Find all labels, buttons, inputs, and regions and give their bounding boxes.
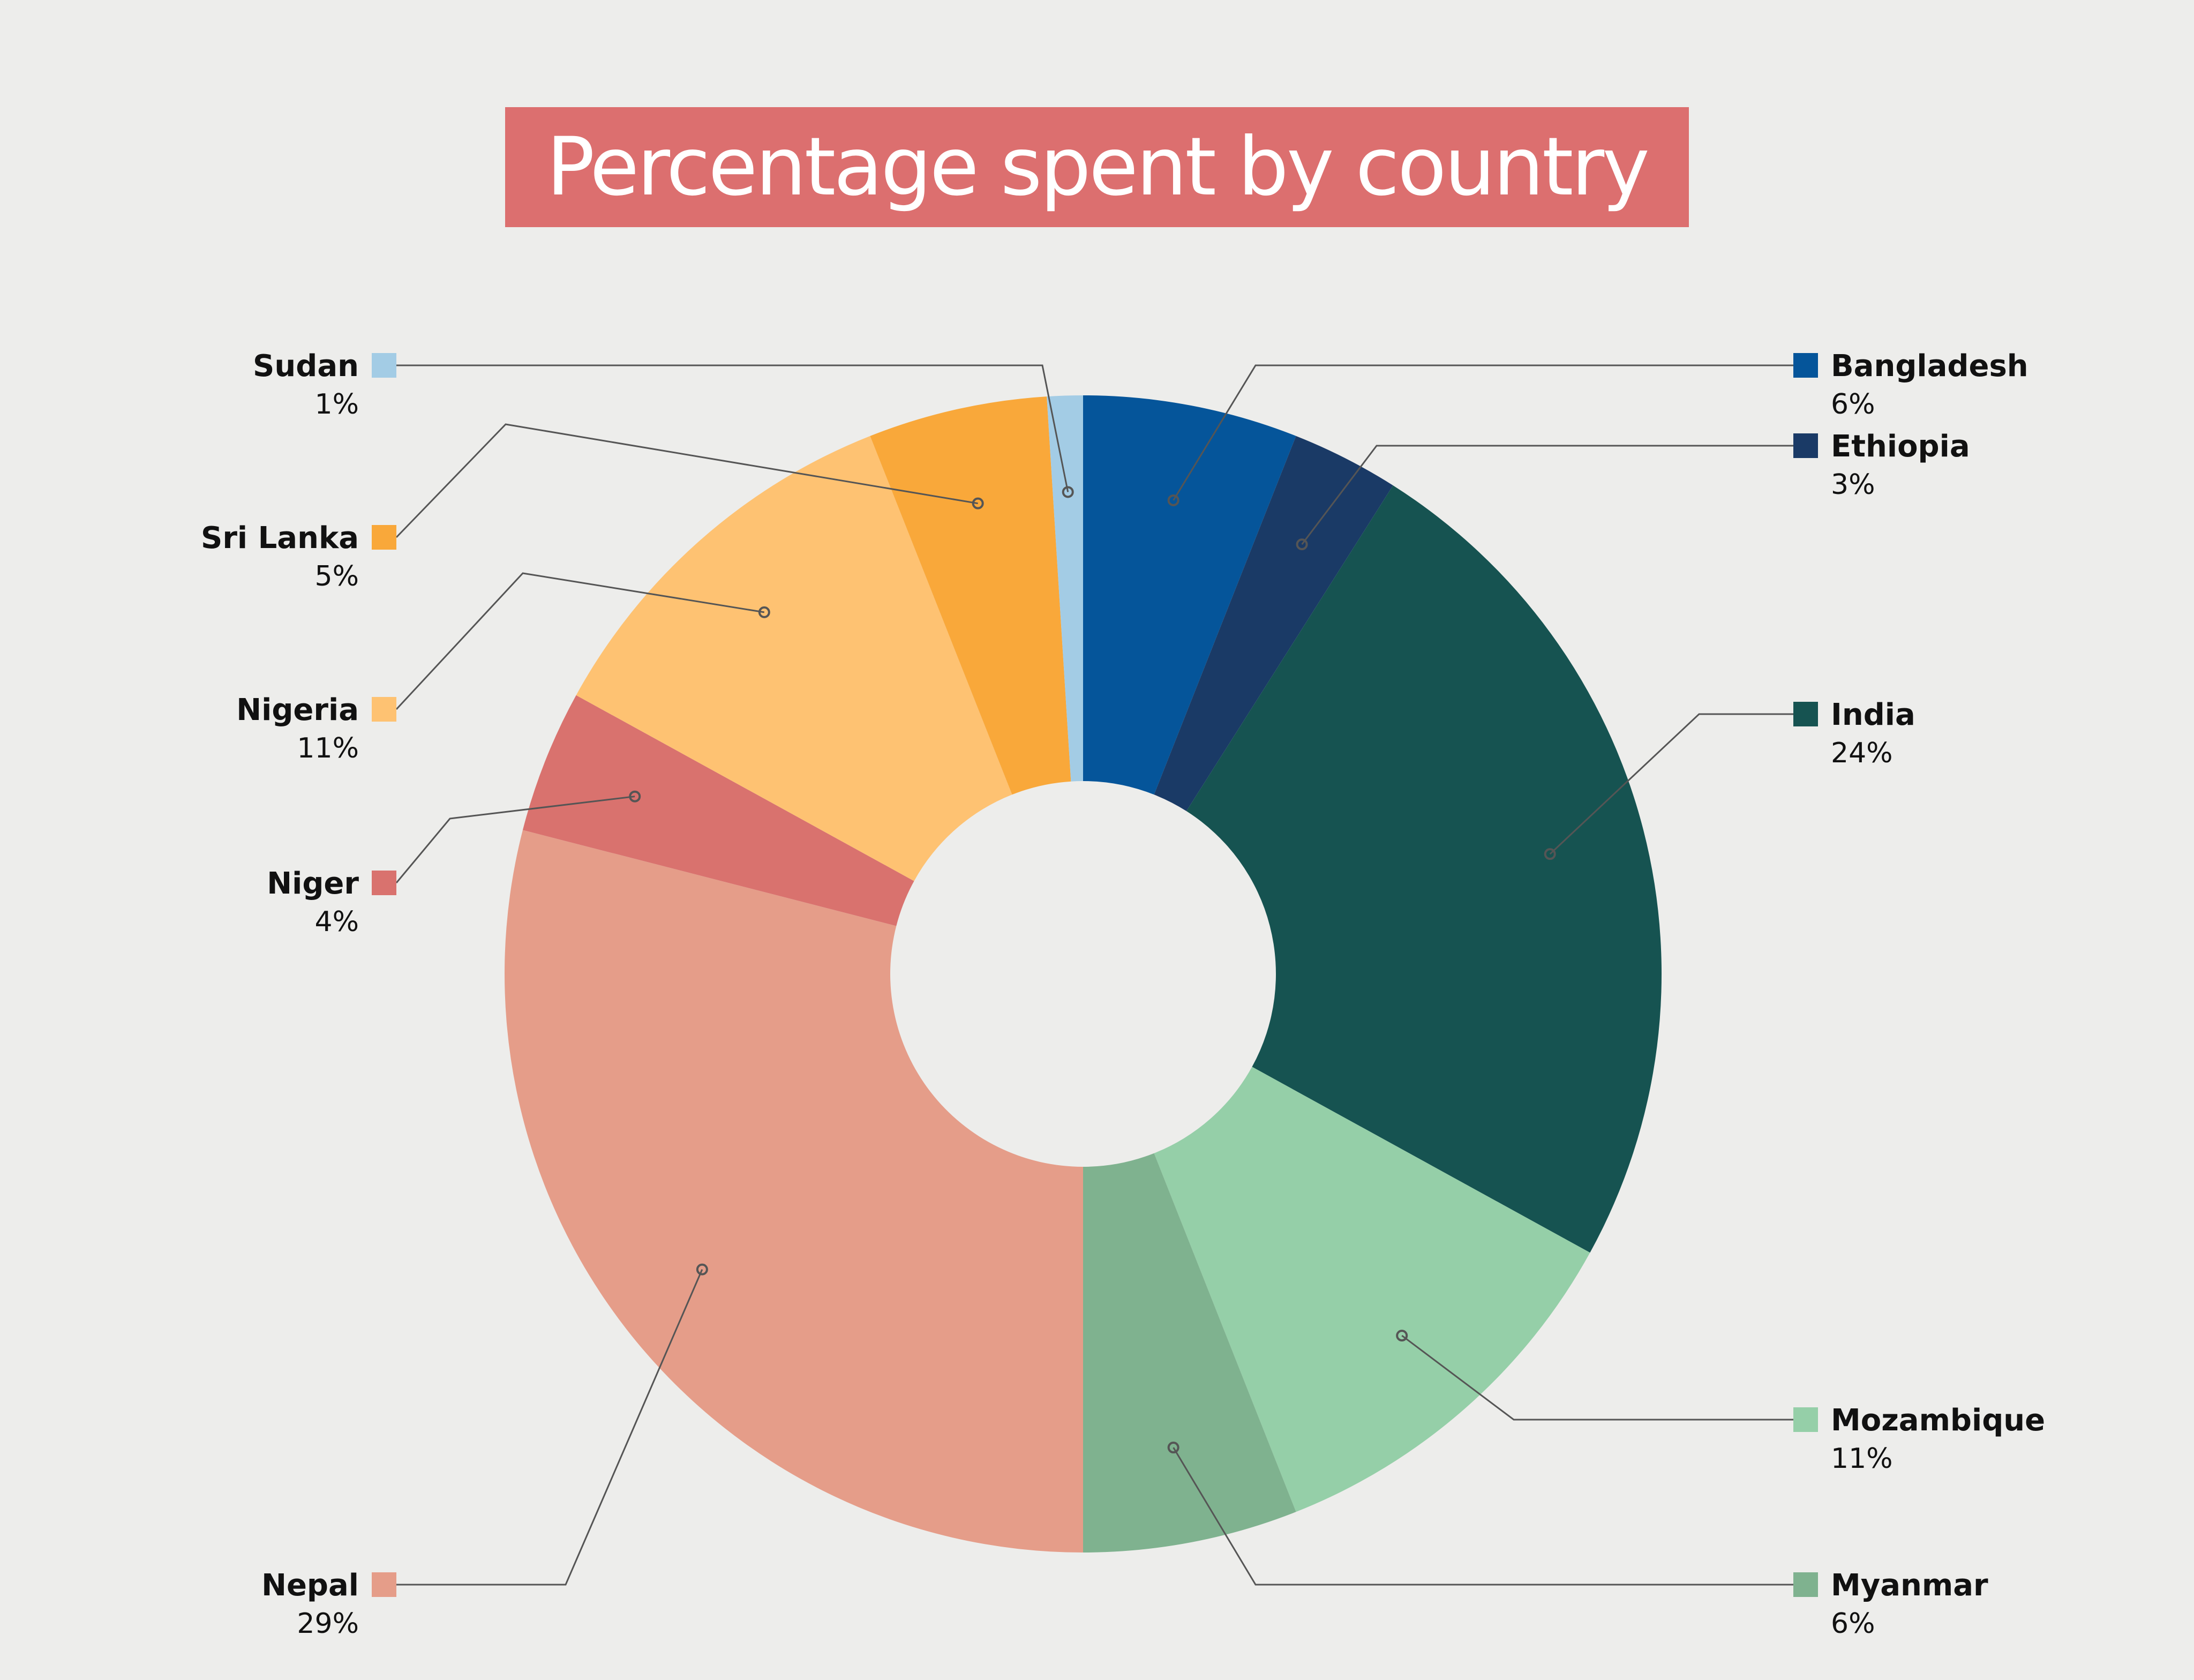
leader-line-india — [1549, 713, 1793, 855]
legend-swatch-sri-lanka — [372, 525, 396, 550]
slice-niger — [522, 695, 914, 926]
value-label-ethiopia: 3% — [1831, 469, 1875, 501]
slice-nepal — [505, 830, 1083, 1552]
label-sudan: Sudan — [253, 349, 359, 384]
label-nigeria: Nigeria — [236, 693, 359, 728]
slice-myanmar — [1083, 1153, 1296, 1552]
callout-dot-mozambique — [1396, 1330, 1408, 1342]
chart-title: Percentage spent by country — [546, 121, 1650, 214]
leader-line-niger — [395, 796, 635, 883]
slice-ethiopia — [1154, 436, 1393, 812]
legend-swatch-nepal — [372, 1572, 396, 1597]
callout-dot-ethiopia — [1296, 538, 1308, 551]
callout-dot-sri-lanka — [972, 497, 984, 509]
callout-dot-bangladesh — [1167, 494, 1179, 506]
callout-dot-india — [1544, 848, 1556, 860]
legend-swatch-niger — [372, 871, 396, 895]
label-niger: Niger — [267, 866, 359, 901]
legend-swatch-india — [1793, 702, 1818, 726]
label-bangladesh: Bangladesh — [1831, 349, 2028, 384]
value-label-myanmar: 6% — [1831, 1608, 1875, 1640]
label-myanmar: Myanmar — [1831, 1568, 1988, 1603]
value-label-nepal: 29% — [297, 1608, 359, 1640]
callout-dot-nigeria — [758, 606, 770, 618]
legend-swatch-nigeria — [372, 697, 396, 722]
callout-dot-nepal — [696, 1263, 708, 1276]
value-label-niger: 4% — [315, 906, 359, 938]
callout-dot-niger — [629, 790, 641, 802]
slice-nigeria — [576, 436, 1012, 881]
leader-line-sudan — [396, 364, 1069, 492]
callout-dot-myanmar — [1167, 1442, 1179, 1454]
legend-swatch-sudan — [372, 353, 396, 378]
leader-line-ethiopia — [1301, 445, 1793, 545]
label-ethiopia: Ethiopia — [1831, 429, 1970, 464]
slice-india — [1186, 485, 1662, 1253]
legend-swatch-ethiopia — [1793, 433, 1818, 458]
label-india: India — [1831, 698, 1915, 732]
slice-sudan — [1047, 395, 1083, 782]
value-label-bangladesh: 6% — [1831, 388, 1875, 421]
leader-line-mozambique — [1401, 1334, 1793, 1421]
value-label-nigeria: 11% — [297, 732, 359, 764]
legend-swatch-myanmar — [1793, 1572, 1818, 1597]
label-nepal: Nepal — [261, 1568, 359, 1603]
callout-dot-sudan — [1062, 486, 1074, 498]
leader-line-nigeria — [395, 572, 765, 710]
label-mozambique: Mozambique — [1831, 1403, 2045, 1438]
leader-line-nepal — [396, 1269, 703, 1586]
value-label-sudan: 1% — [315, 388, 359, 421]
leader-line-myanmar — [1173, 1447, 1793, 1586]
value-label-sri-lanka: 5% — [315, 560, 359, 592]
legend-swatch-mozambique — [1793, 1407, 1818, 1432]
value-label-mozambique: 11% — [1831, 1443, 1893, 1475]
slice-bangladesh — [1083, 395, 1296, 795]
leader-line-sri-lanka — [395, 423, 978, 538]
chart-title-banner: Percentage spent by country — [505, 107, 1689, 227]
legend-swatch-bangladesh — [1793, 353, 1818, 378]
label-sri-lanka: Sri Lanka — [201, 521, 359, 556]
leader-line-bangladesh — [1173, 364, 1793, 501]
value-label-india: 24% — [1831, 737, 1893, 769]
slice-mozambique — [1154, 1067, 1590, 1512]
slice-sri-lanka — [870, 396, 1071, 795]
